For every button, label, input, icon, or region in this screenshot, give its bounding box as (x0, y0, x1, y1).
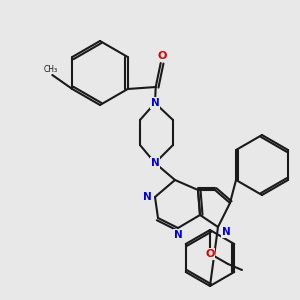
Text: N: N (151, 158, 159, 168)
Text: N: N (222, 227, 230, 237)
Text: N: N (174, 230, 182, 240)
Text: O: O (157, 51, 166, 61)
Text: N: N (151, 98, 159, 108)
Text: N: N (142, 192, 152, 202)
Text: O: O (205, 249, 215, 259)
Text: CH₃: CH₃ (43, 65, 57, 74)
